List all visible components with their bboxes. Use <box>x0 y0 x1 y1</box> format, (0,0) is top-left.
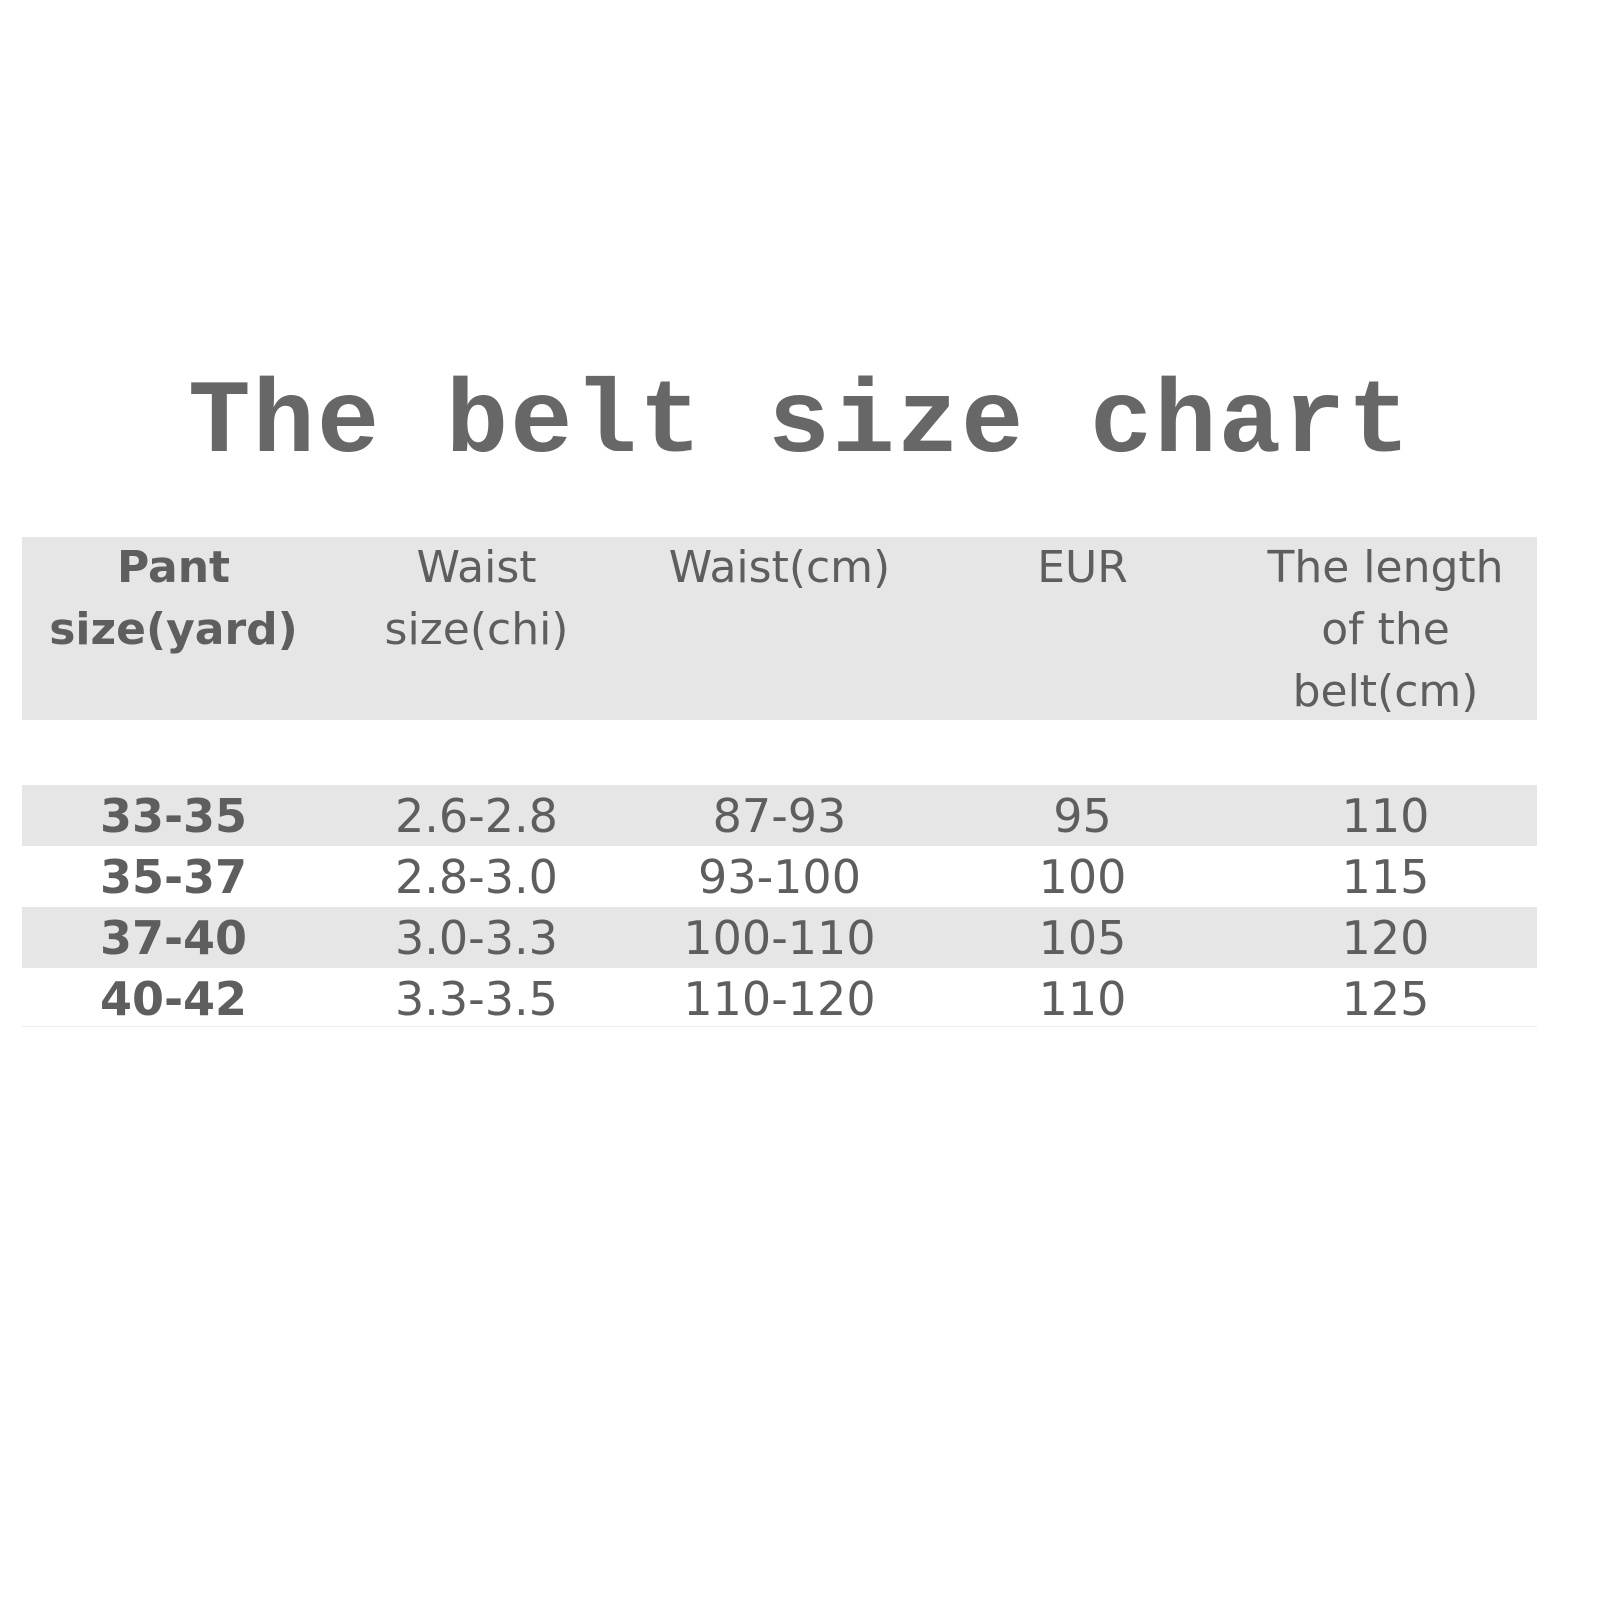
table-cell: 93-100 <box>698 849 861 904</box>
table-cell: 125 <box>1341 971 1430 1026</box>
column-header: Waist(cm) <box>628 537 931 720</box>
table-cell: 2.8-3.0 <box>395 849 558 904</box>
table-cell: 110 <box>1038 971 1127 1026</box>
table-cell: 95 <box>1053 788 1112 843</box>
table-row: 33-35 2.6-2.8 87-93 95 110 <box>22 785 1537 846</box>
column-header-line: size(chi) <box>384 604 569 655</box>
table-row: 35-37 2.8-3.0 93-100 100 115 <box>22 846 1537 907</box>
table-cell: 37-40 <box>99 910 248 965</box>
column-header: Pant size(yard) <box>22 537 325 720</box>
table-cell: 110-120 <box>683 971 876 1026</box>
column-header-line: of the <box>1321 604 1450 655</box>
column-header: EUR <box>931 537 1234 720</box>
table-body: 33-35 2.6-2.8 87-93 95 110 35-37 2.8-3.0 93-100… <box>22 785 1537 1029</box>
table-row: 40-42 3.3-3.5 110-120 110 125 <box>22 968 1537 1029</box>
table-cell: 100 <box>1038 849 1127 904</box>
column-header-line: Pant <box>116 542 231 593</box>
column-header-line: The length <box>1267 542 1504 593</box>
column-header-line: belt(cm) <box>1292 666 1479 717</box>
table-cell: 120 <box>1341 910 1430 965</box>
column-header-line: EUR <box>1037 542 1128 593</box>
column-header-line: Waist(cm) <box>668 542 891 593</box>
table-cell: 35-37 <box>99 849 248 904</box>
column-header: The length of the belt(cm) <box>1234 537 1537 720</box>
table-cell: 100-110 <box>683 910 876 965</box>
table-header: Pant size(yard) Waist size(chi) Waist(cm) EUR… <box>22 537 1537 720</box>
table-cell: 33-35 <box>99 788 248 843</box>
table-row: 37-40 3.0-3.3 100-110 105 120 <box>22 907 1537 968</box>
table-cell: 87-93 <box>712 788 847 843</box>
table-cell: 115 <box>1341 849 1430 904</box>
column-header-line: size(yard) <box>49 604 298 655</box>
table-cell: 3.3-3.5 <box>395 971 558 1026</box>
table-cell: 3.0-3.3 <box>395 910 558 965</box>
column-header-line: Waist <box>416 542 537 593</box>
table-cell: 105 <box>1038 910 1127 965</box>
table-cell: 40-42 <box>99 971 248 1026</box>
page-title: The belt size chart <box>188 365 1412 483</box>
table-bottom-divider <box>22 1026 1537 1027</box>
table-cell: 110 <box>1341 788 1430 843</box>
table-cell: 2.6-2.8 <box>395 788 558 843</box>
column-header: Waist size(chi) <box>325 537 628 720</box>
